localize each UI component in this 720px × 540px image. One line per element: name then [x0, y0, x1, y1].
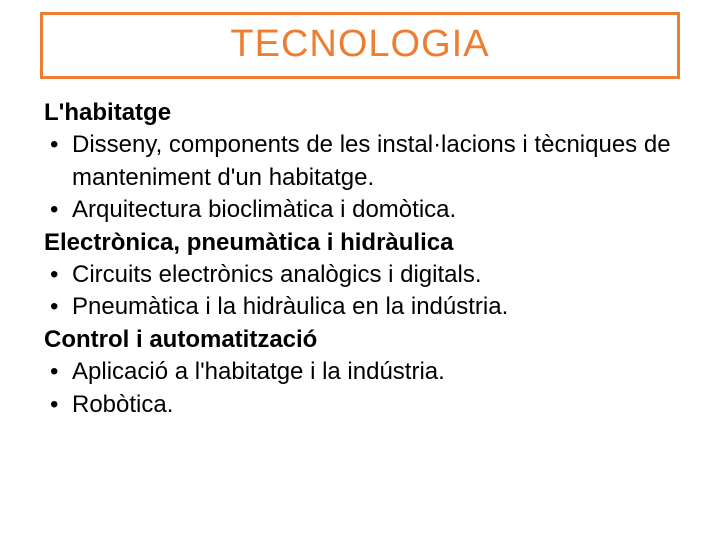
bullet-item: Pneumàtica i la hidràulica en la indústr… — [44, 291, 680, 323]
section-heading: Electrònica, pneumàtica i hidràulica — [44, 227, 680, 259]
bullet-item: Circuits electrònics analògics i digital… — [44, 259, 680, 291]
section-heading: L'habitatge — [44, 97, 680, 129]
content-body: L'habitatge Disseny, components de les i… — [40, 97, 680, 421]
bullet-item: Disseny, components de les instal·lacion… — [44, 129, 680, 194]
slide-title: TECNOLOGIA — [43, 23, 677, 66]
title-container: TECNOLOGIA — [40, 12, 680, 79]
bullet-item: Robòtica. — [44, 389, 680, 421]
bullet-item: Aplicació a l'habitatge i la indústria. — [44, 356, 680, 388]
section-heading: Control i automatització — [44, 324, 680, 356]
bullet-item: Arquitectura bioclimàtica i domòtica. — [44, 194, 680, 226]
